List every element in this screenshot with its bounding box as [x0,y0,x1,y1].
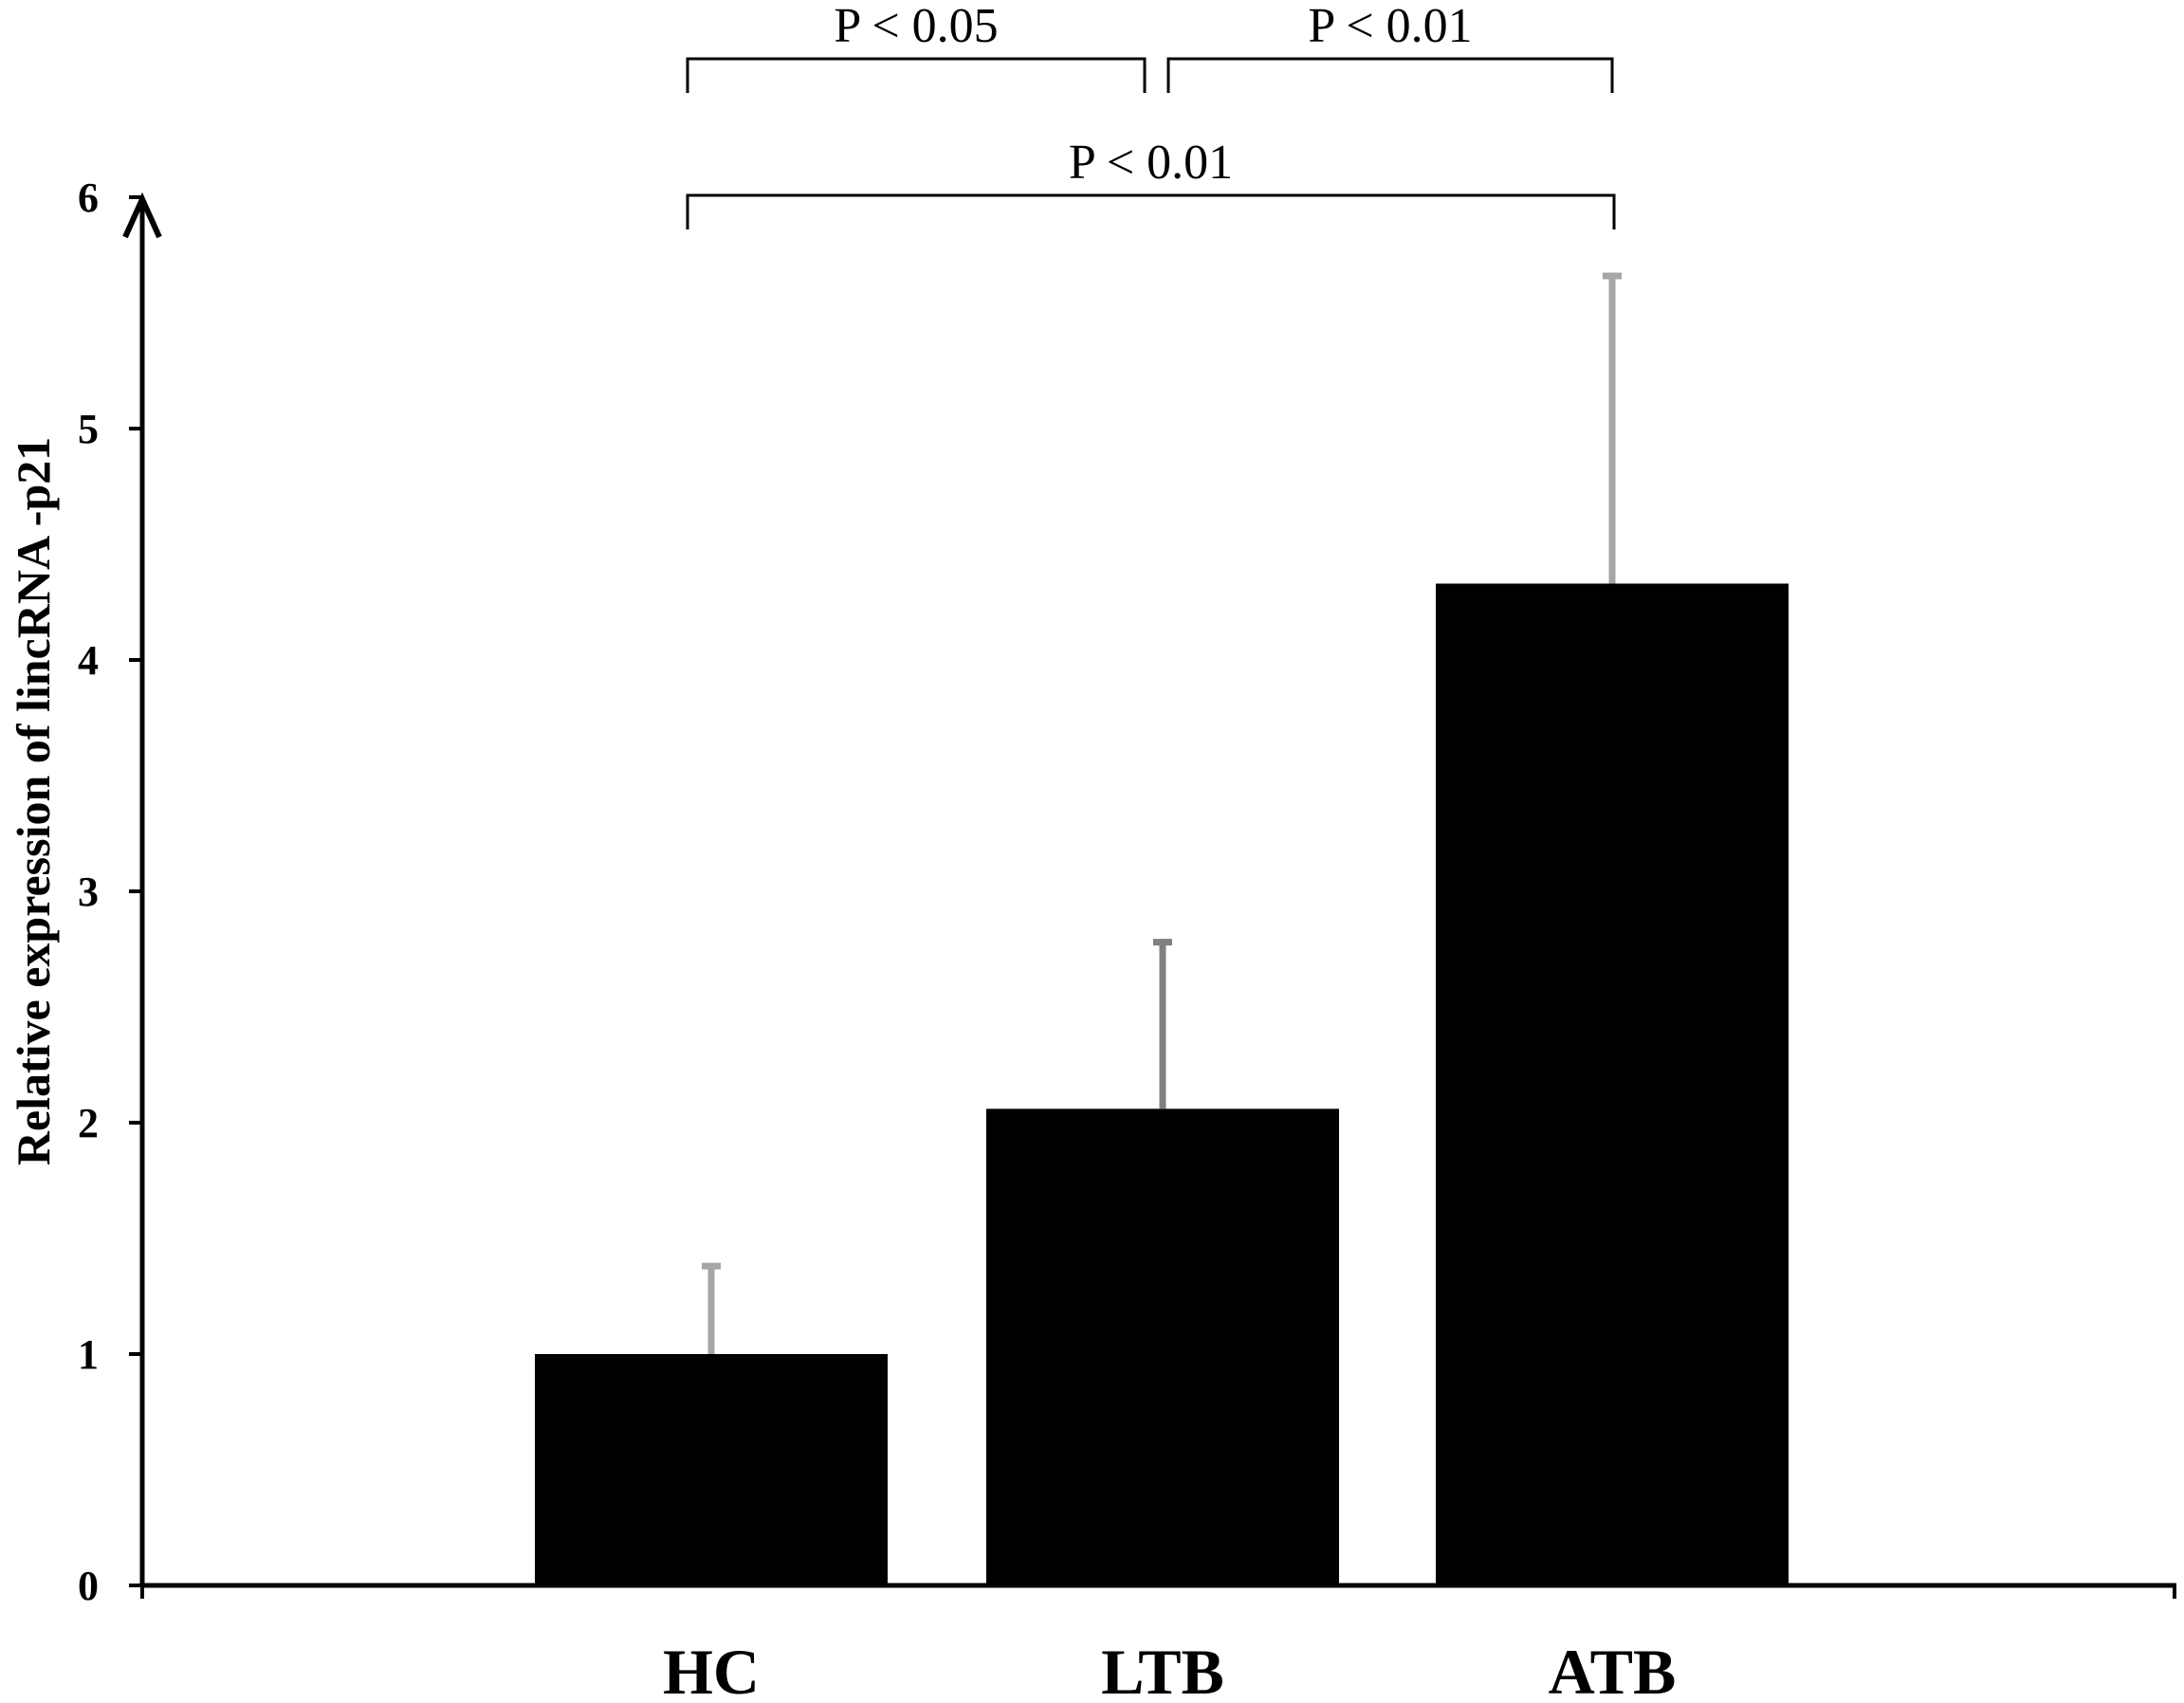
bar-hc [535,1354,888,1585]
y-tick-label-0: 0 [78,1563,99,1609]
significance-bracket-2 [1166,57,1614,93]
y-tick-label-1: 1 [78,1331,99,1378]
labels: HC LTB ATB 0 1 2 3 4 5 6 P < 0.05 P < 0.01 P < 0.01 [78,0,1676,1703]
y-tick-label-2: 2 [78,1100,99,1146]
x-tick-label-ltb: LTB [1101,1636,1224,1703]
significance-bracket-3 [686,193,1616,229]
y-tick-label-4: 4 [78,637,99,684]
significance-brackets [686,57,1616,229]
significance-label-3: P < 0.01 [1069,136,1233,190]
y-tick-label-5: 5 [78,406,99,452]
significance-bracket-1 [686,57,1147,93]
axes [122,192,2176,1599]
bar-atb [1436,583,1789,1585]
bars [535,583,1789,1585]
x-tick-label-atb: ATB [1549,1636,1677,1703]
y-axis-title: Relative expression of lincRNA -p21 [7,437,60,1165]
significance-label-1: P < 0.05 [834,0,998,53]
error-bars [702,272,1622,1354]
bar-ltb [986,1108,1339,1585]
significance-label-2: P < 0.01 [1308,0,1472,53]
x-tick-label-hc: HC [663,1636,760,1703]
y-tick-label-6: 6 [78,174,99,221]
y-tick-label-3: 3 [78,869,99,915]
